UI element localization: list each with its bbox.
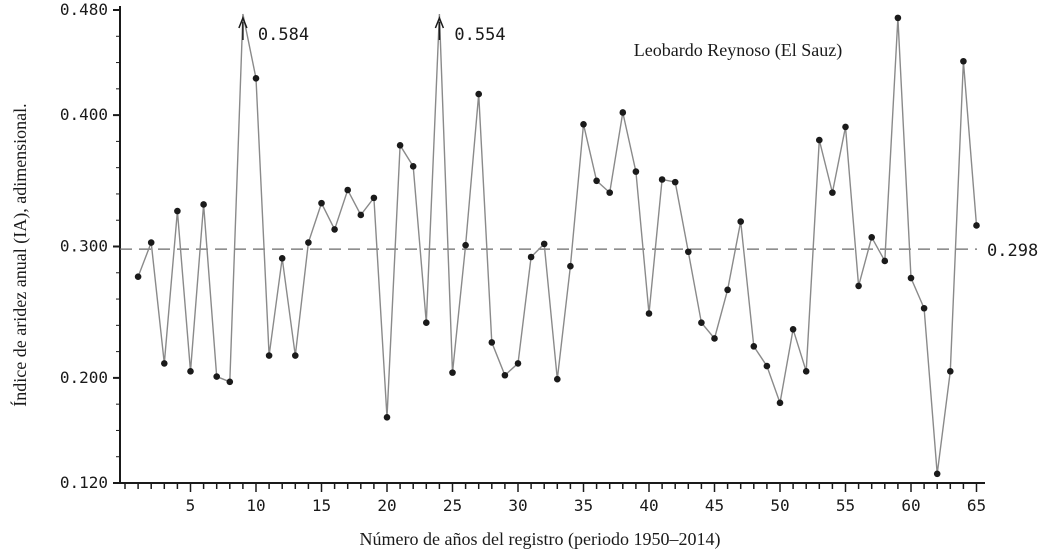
data-point <box>462 241 469 249</box>
data-point <box>671 178 679 186</box>
axes: 0.120 0.200 0.300 0.400 0.480 5 10 15 20 25 30 35 40… <box>60 0 986 515</box>
x-tick-label: 55 <box>836 496 855 515</box>
y-tick-label: 0.400 <box>60 105 108 124</box>
x-tick-label: 35 <box>574 496 593 515</box>
data-point <box>829 189 836 196</box>
y-tick-label: 0.120 <box>60 473 108 492</box>
data-point <box>894 14 902 22</box>
data-point <box>685 248 692 256</box>
data-point <box>213 373 220 380</box>
data-point <box>449 369 456 376</box>
data-point <box>619 109 627 116</box>
data-point <box>370 194 378 202</box>
data-point <box>278 255 286 262</box>
data-point <box>475 90 483 98</box>
data-point <box>252 75 260 82</box>
reference-line-label: 0.298 <box>987 241 1038 261</box>
data-point <box>174 207 181 215</box>
data-point <box>501 371 509 379</box>
data-point <box>344 186 352 194</box>
data-point <box>920 304 928 312</box>
data-point <box>488 339 496 346</box>
data-point <box>763 362 771 370</box>
data-point <box>750 343 758 350</box>
series-line <box>137 13 978 474</box>
data-point <box>632 168 640 175</box>
data-point <box>816 136 823 144</box>
y-axis-title: Índice de aridez anual (IA), adimensiona… <box>9 103 31 406</box>
data-point <box>724 286 731 294</box>
x-tick-label: 40 <box>639 496 658 515</box>
data-point <box>554 375 561 383</box>
data-point <box>907 274 915 282</box>
data-point <box>776 399 784 407</box>
offscale-arrow-head <box>238 15 248 29</box>
data-point <box>802 368 810 375</box>
data-point <box>606 189 613 196</box>
offscale-value-label: 0.584 <box>258 25 309 45</box>
x-axis-title: Número de años del registro (periodo 195… <box>360 529 721 550</box>
x-tick-label: 15 <box>312 496 331 515</box>
data-point <box>737 218 744 225</box>
data-point <box>947 368 954 375</box>
data-point <box>868 234 875 241</box>
x-tick-label: 50 <box>770 496 789 515</box>
data-point <box>147 239 155 246</box>
x-tick-label: 20 <box>377 496 396 515</box>
data-point <box>187 368 194 375</box>
data-point <box>540 240 548 248</box>
data-point <box>134 273 142 281</box>
annotation-group: 0.584 0.554 <box>258 25 506 45</box>
data-point <box>855 282 862 290</box>
data-point <box>409 163 417 170</box>
x-tick-label: 5 <box>186 496 196 515</box>
data-point <box>960 57 967 65</box>
data-point <box>658 176 666 183</box>
data-point <box>973 222 980 229</box>
y-tick-label: 0.480 <box>60 0 108 19</box>
data-point <box>200 201 207 208</box>
data-point <box>881 257 889 265</box>
series-group <box>134 13 980 478</box>
x-tick-label: 25 <box>443 496 462 515</box>
data-point <box>318 199 325 207</box>
y-tick-label: 0.200 <box>60 368 108 387</box>
offscale-arrow-head <box>434 15 445 29</box>
data-point <box>711 335 718 342</box>
data-point <box>423 319 430 327</box>
data-point <box>305 239 312 246</box>
x-tick-label: 10 <box>246 496 265 515</box>
data-point <box>396 142 404 149</box>
data-point <box>357 211 365 219</box>
data-point <box>514 360 522 367</box>
chart-title: Leobardo Reynoso (El Sauz) <box>634 40 842 61</box>
reference-line-group: 0.298 <box>120 241 1038 261</box>
data-point <box>933 470 941 478</box>
data-point <box>383 414 391 421</box>
x-tick-label: 45 <box>705 496 724 515</box>
data-point <box>789 325 797 333</box>
offscale-value-label: 0.554 <box>454 25 505 45</box>
x-tick-label: 65 <box>967 496 986 515</box>
data-point <box>527 253 535 261</box>
data-point <box>331 226 338 233</box>
y-tick-label: 0.300 <box>60 237 108 256</box>
data-point <box>226 378 234 386</box>
x-tick-label: 60 <box>901 496 920 515</box>
data-point <box>265 352 273 359</box>
data-point <box>842 123 849 131</box>
data-point <box>580 121 587 128</box>
data-point <box>567 262 574 270</box>
data-point <box>292 352 299 359</box>
data-point <box>161 360 168 367</box>
x-tick-label: 30 <box>508 496 527 515</box>
data-point <box>593 177 600 185</box>
data-point <box>698 319 705 327</box>
data-point <box>645 310 653 317</box>
